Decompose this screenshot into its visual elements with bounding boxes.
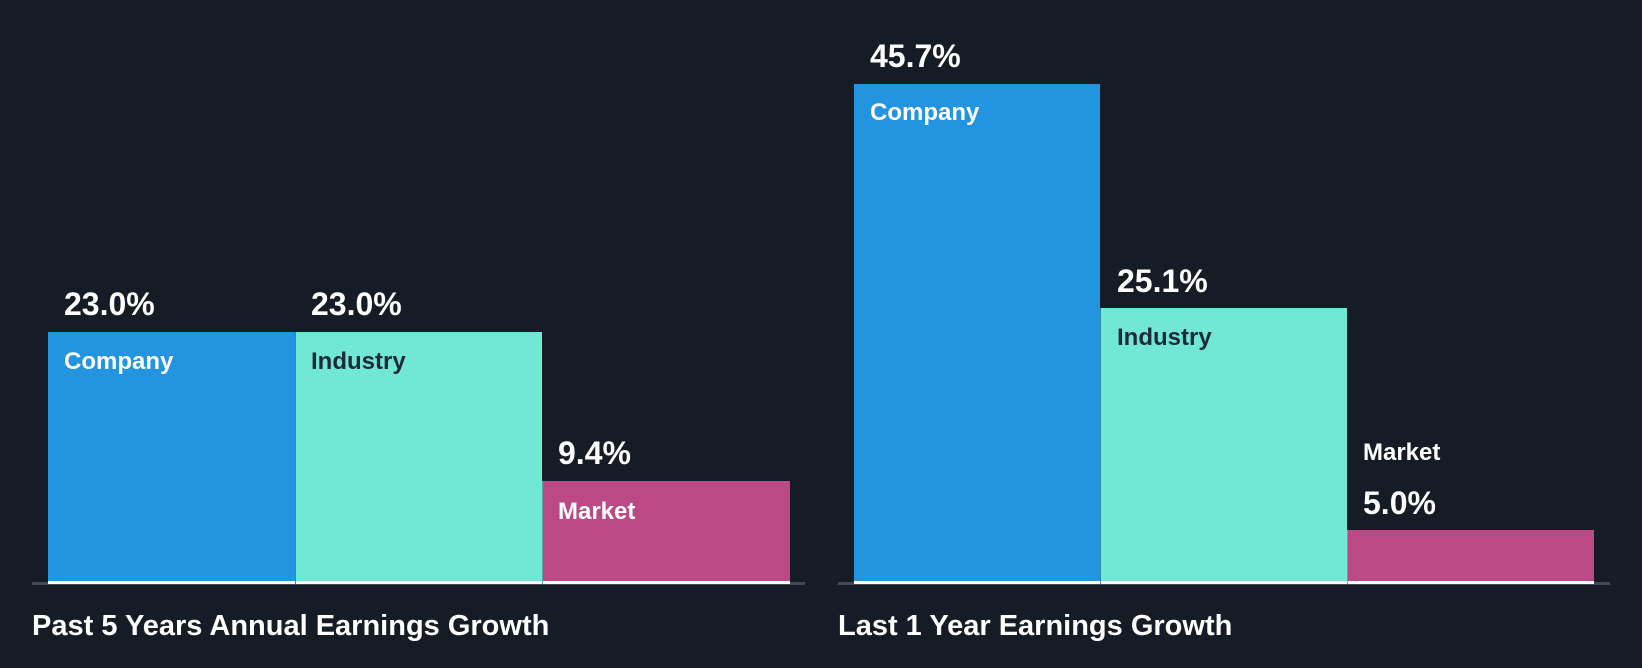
chart-title: Past 5 Years Annual Earnings Growth (32, 610, 550, 642)
category-label-company: Company (64, 348, 174, 375)
category-label-industry: Industry (1117, 324, 1212, 351)
bar-baseline (854, 581, 1100, 584)
bar-company (854, 84, 1100, 584)
bar-industry (295, 332, 542, 584)
bar-baseline (296, 581, 542, 584)
bar-market (1347, 530, 1594, 584)
value-label-company: 23.0% (64, 286, 155, 322)
category-label-industry: Industry (311, 348, 406, 375)
category-label-company: Company (870, 99, 980, 126)
value-label-company: 45.7% (870, 38, 961, 74)
value-label-industry: 25.1% (1117, 263, 1208, 299)
category-label-market: Market (558, 498, 636, 525)
bar-baseline (48, 581, 295, 584)
bar-baseline (1348, 581, 1594, 584)
bar-company (48, 332, 295, 584)
bar-baseline (1101, 581, 1347, 584)
category-label-market: Market (1363, 439, 1441, 466)
value-label-industry: 23.0% (311, 286, 402, 322)
bar-industry (1100, 308, 1347, 584)
chart-title: Last 1 Year Earnings Growth (838, 610, 1233, 642)
value-label-market: 5.0% (1363, 485, 1436, 521)
value-label-market: 9.4% (558, 435, 631, 471)
bar-baseline (543, 581, 790, 584)
bar-market (542, 481, 790, 584)
